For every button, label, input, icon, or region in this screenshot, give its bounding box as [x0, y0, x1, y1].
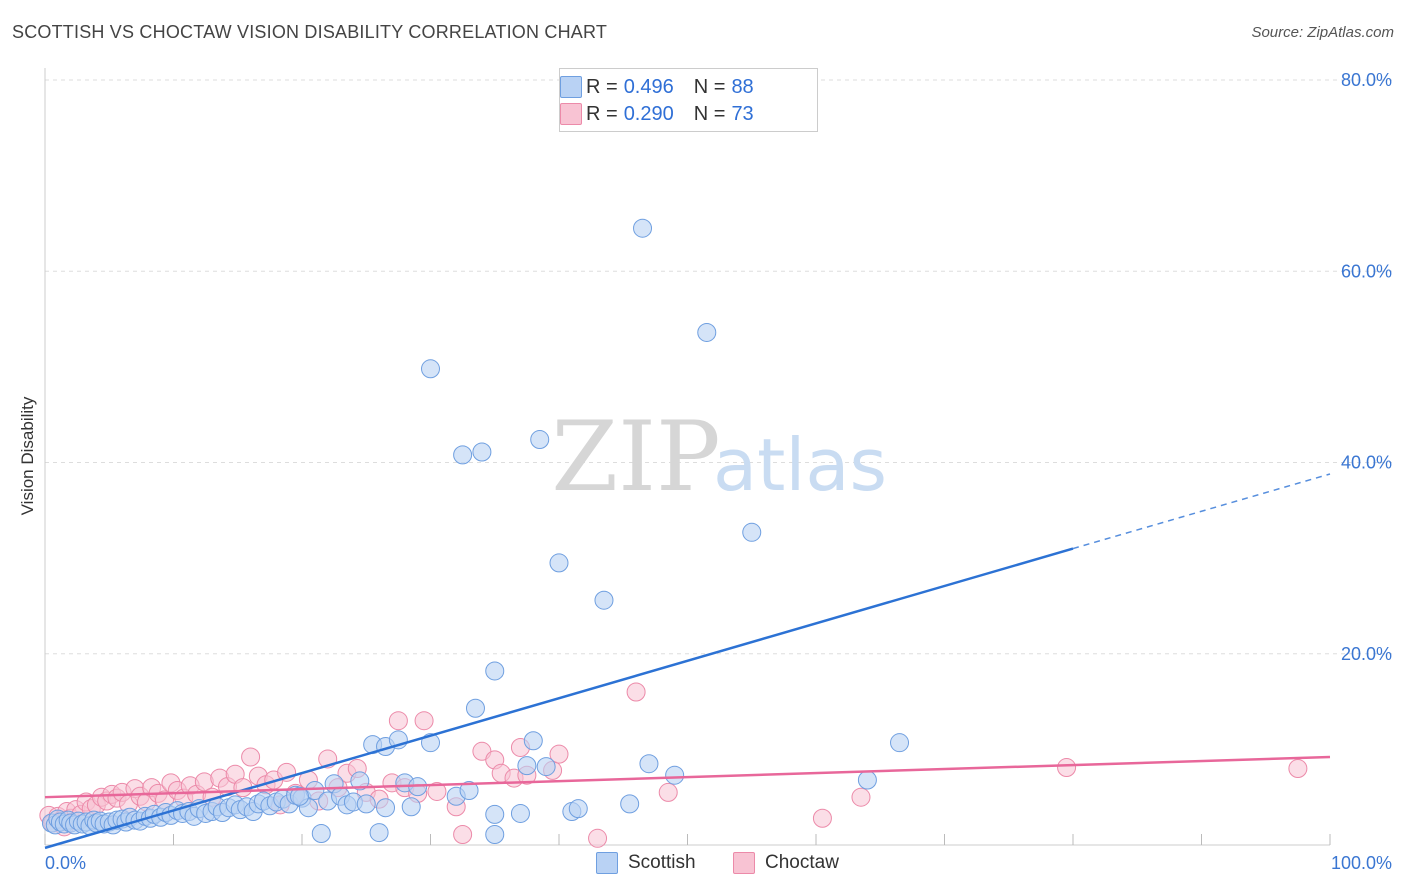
- data-point-scottish: [376, 798, 396, 818]
- data-point-choctaw: [549, 744, 569, 764]
- data-point-scottish: [485, 824, 505, 844]
- r-label: R =: [586, 102, 618, 125]
- n-label: N =: [693, 75, 726, 98]
- data-point-choctaw: [1057, 758, 1077, 778]
- grid-lines: [45, 79, 1392, 655]
- data-point-scottish: [620, 794, 640, 814]
- trendline-choctaw: [44, 755, 1331, 799]
- data-point-choctaw: [427, 781, 447, 801]
- data-point-choctaw: [812, 808, 832, 828]
- watermark-zip: ZIP: [551, 401, 720, 513]
- data-point-scottish: [742, 522, 762, 542]
- scottish-swatch: [596, 852, 618, 874]
- data-point-scottish: [639, 754, 659, 774]
- chart-title: SCOTTISH VS CHOCTAW VISION DISABILITY CO…: [12, 22, 608, 42]
- data-point-scottish: [453, 445, 473, 465]
- y-tick-label: 80.0%: [1341, 70, 1392, 90]
- data-point-choctaw: [241, 747, 261, 767]
- data-point-scottish: [890, 733, 910, 753]
- choctaw-swatch: [733, 852, 755, 874]
- n-label: N =: [693, 102, 726, 125]
- trendline-scottish-extension: [1072, 473, 1331, 550]
- stats-legend: R = 0.496 N = 88 R = 0.290 N = 73: [559, 68, 818, 132]
- data-point-scottish: [485, 661, 505, 681]
- data-point-scottish: [633, 218, 653, 238]
- x-tick-label: 100.0%: [1331, 853, 1392, 873]
- legend-item-scottish[interactable]: Scottish: [596, 852, 696, 874]
- watermark-atlas: atlas: [713, 423, 887, 507]
- data-point-scottish: [485, 804, 505, 824]
- data-point-choctaw: [626, 682, 646, 702]
- data-point-scottish: [523, 731, 543, 751]
- trend-lines: [44, 473, 1331, 850]
- axes: [44, 68, 1331, 846]
- source-note: Source: ZipAtlas.com: [1251, 24, 1394, 41]
- legend-label-choctaw: Choctaw: [765, 852, 839, 873]
- data-point-scottish: [530, 430, 550, 450]
- stats-row-scottish: R = 0.496 N = 88: [560, 74, 754, 100]
- y-tick-label: 40.0%: [1341, 453, 1392, 473]
- stats-row-choctaw: R = 0.290 N = 73: [560, 101, 754, 127]
- data-point-scottish: [665, 765, 685, 785]
- y-tick-label: 60.0%: [1341, 261, 1392, 281]
- trendline-scottish: [44, 547, 1074, 850]
- watermark: ZIP atlas: [551, 401, 887, 513]
- data-point-scottish: [568, 799, 588, 819]
- data-point-scottish: [289, 786, 309, 806]
- data-point-scottish: [401, 797, 421, 817]
- data-point-choctaw: [414, 711, 434, 731]
- data-point-scottish: [311, 824, 331, 844]
- n-value: 88: [731, 75, 754, 98]
- data-point-scottish: [465, 698, 485, 718]
- r-value: 0.496: [623, 75, 674, 98]
- n-value: 73: [731, 102, 754, 125]
- data-point-scottish: [536, 757, 556, 777]
- y-tick-label: 20.0%: [1341, 644, 1392, 664]
- data-point-choctaw: [851, 787, 871, 807]
- series-choctaw: [39, 682, 1308, 848]
- data-point-scottish: [421, 359, 440, 379]
- data-point-choctaw: [658, 782, 678, 802]
- data-point-scottish: [517, 756, 537, 776]
- data-point-choctaw: [588, 828, 608, 848]
- data-point-scottish: [356, 794, 376, 814]
- data-point-choctaw: [1288, 759, 1308, 778]
- r-value: 0.290: [623, 102, 674, 125]
- legend-item-choctaw[interactable]: Choctaw: [733, 852, 839, 874]
- data-point-scottish: [459, 780, 479, 800]
- data-point-scottish: [350, 771, 370, 791]
- data-point-scottish: [510, 803, 530, 823]
- data-point-scottish: [549, 553, 569, 573]
- data-point-scottish: [369, 823, 389, 843]
- data-point-scottish: [472, 442, 492, 462]
- series-scottish: [41, 218, 910, 844]
- data-point-scottish: [857, 770, 877, 790]
- data-point-choctaw: [388, 711, 408, 731]
- data-point-scottish: [697, 322, 717, 342]
- data-point-scottish: [594, 590, 614, 610]
- x-tick-label: 0.0%: [45, 853, 86, 873]
- choctaw-swatch: [560, 103, 582, 125]
- r-label: R =: [586, 75, 618, 98]
- tick-labels: 20.0% 40.0% 60.0% 80.0% 0.0% 100.0%: [45, 70, 1392, 873]
- scottish-swatch: [560, 76, 582, 98]
- data-point-choctaw: [453, 824, 473, 844]
- legend-label-scottish: Scottish: [628, 852, 696, 873]
